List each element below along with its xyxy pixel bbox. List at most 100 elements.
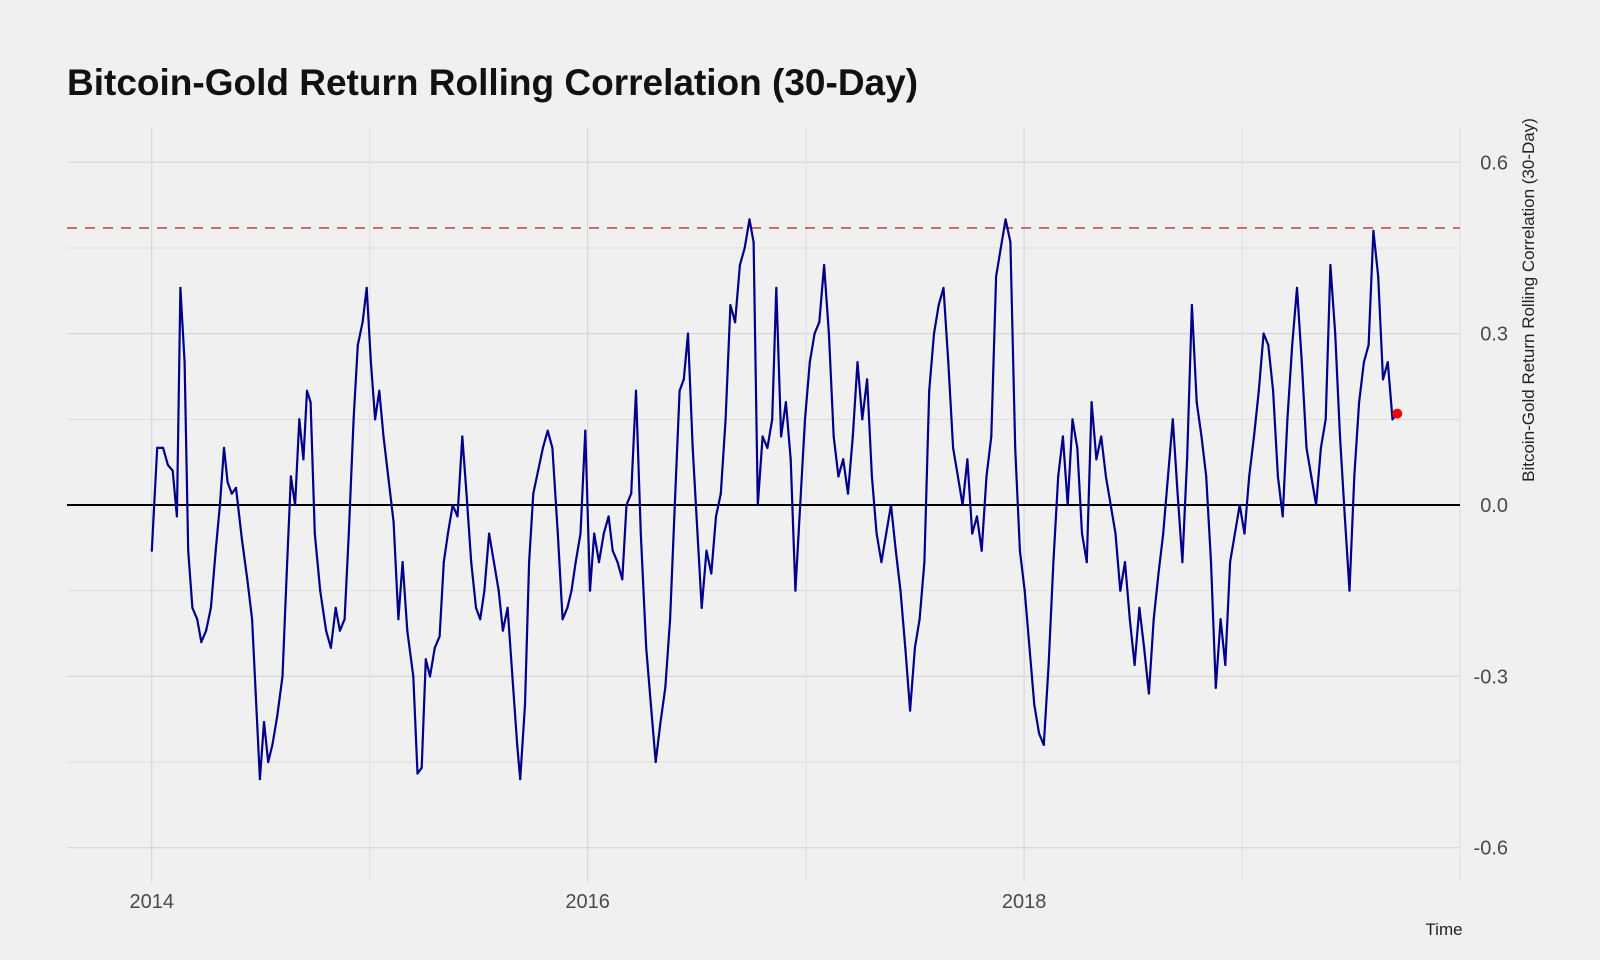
data-point	[880, 561, 883, 564]
data-point	[738, 263, 742, 267]
data-point	[832, 435, 835, 438]
data-point	[329, 646, 333, 649]
data-point	[1238, 503, 1241, 507]
data-point	[226, 481, 229, 484]
data-point	[456, 515, 459, 518]
data-point	[1152, 618, 1155, 621]
data-point	[1291, 343, 1294, 347]
data-point	[497, 589, 500, 592]
x-tick-label: 2014	[130, 891, 175, 913]
data-point	[1233, 532, 1236, 535]
data-point	[602, 532, 605, 535]
data-point	[1143, 646, 1146, 649]
data-point	[1391, 418, 1394, 421]
data-point	[818, 321, 821, 324]
data-point	[1305, 446, 1308, 449]
data-point	[1033, 703, 1036, 707]
data-point	[433, 646, 436, 649]
data-point	[1176, 492, 1179, 495]
data-point	[474, 606, 478, 609]
data-point	[1295, 286, 1299, 290]
data-point	[851, 435, 854, 438]
data-point	[894, 549, 897, 552]
data-point	[1386, 361, 1389, 364]
data-point	[1252, 435, 1256, 438]
data-point	[551, 446, 554, 449]
data-point	[1171, 418, 1174, 421]
data-point	[710, 572, 713, 575]
data-point	[827, 332, 830, 335]
data-point	[369, 361, 373, 364]
data-point	[209, 606, 212, 609]
data-point	[546, 429, 549, 432]
data-point	[1348, 589, 1351, 592]
data-point	[293, 503, 297, 507]
data-point	[823, 263, 826, 267]
data-point	[780, 435, 783, 438]
data-point	[267, 760, 270, 764]
data-point	[214, 549, 217, 552]
data-point	[1248, 475, 1251, 478]
data-point	[1061, 435, 1065, 438]
y-tick-label: -0.3	[1474, 666, 1508, 688]
data-point	[696, 532, 699, 535]
data-point	[971, 532, 974, 535]
data-point	[532, 492, 535, 495]
data-point	[561, 618, 564, 621]
data-point	[861, 418, 864, 421]
data-point	[1272, 389, 1275, 392]
data-point	[378, 389, 381, 392]
data-point	[1205, 475, 1208, 478]
data-point	[191, 606, 194, 609]
data-point	[1377, 275, 1380, 278]
data-point	[1114, 532, 1117, 535]
data-point	[281, 675, 284, 678]
data-point	[424, 658, 427, 661]
data-point	[664, 686, 667, 689]
data-point	[923, 561, 926, 564]
data-point	[951, 446, 955, 449]
data-point	[1119, 589, 1122, 592]
data-point	[1367, 343, 1370, 347]
data-point	[719, 492, 722, 495]
data-point	[1343, 515, 1346, 518]
data-point	[714, 515, 718, 518]
data-point	[382, 435, 385, 438]
data-point	[205, 629, 208, 632]
data-point	[523, 703, 527, 707]
data-point	[904, 646, 907, 649]
data-point	[799, 503, 802, 507]
data-point	[1224, 663, 1227, 667]
data-point	[942, 286, 945, 290]
data-point	[837, 475, 840, 478]
data-point	[1095, 458, 1098, 461]
data-point	[682, 378, 685, 381]
data-point	[1066, 503, 1069, 507]
data-point	[246, 578, 249, 581]
data-point	[729, 303, 732, 307]
data-point	[584, 429, 587, 432]
data-point	[1319, 446, 1322, 449]
data-point	[416, 772, 419, 775]
data-point	[325, 629, 328, 632]
data-point	[387, 475, 390, 478]
data-point	[1310, 475, 1313, 478]
data-point	[966, 458, 969, 461]
data-point	[1133, 663, 1136, 667]
data-point	[789, 458, 792, 461]
data-point	[1080, 532, 1084, 535]
data-point	[298, 418, 301, 421]
data-point	[528, 561, 531, 564]
data-point	[766, 446, 769, 449]
data-point	[659, 720, 662, 724]
y-axis-title: Bitcoin-Gold Return Rolling Correlation …	[1519, 118, 1538, 482]
data-point	[285, 572, 288, 575]
data-point	[752, 241, 755, 244]
data-point	[616, 561, 619, 564]
data-point	[1381, 378, 1385, 381]
data-point	[1104, 475, 1108, 478]
data-point	[645, 646, 648, 649]
last-point-marker	[1392, 408, 1403, 419]
data-point	[1315, 503, 1318, 507]
data-point	[918, 618, 921, 621]
